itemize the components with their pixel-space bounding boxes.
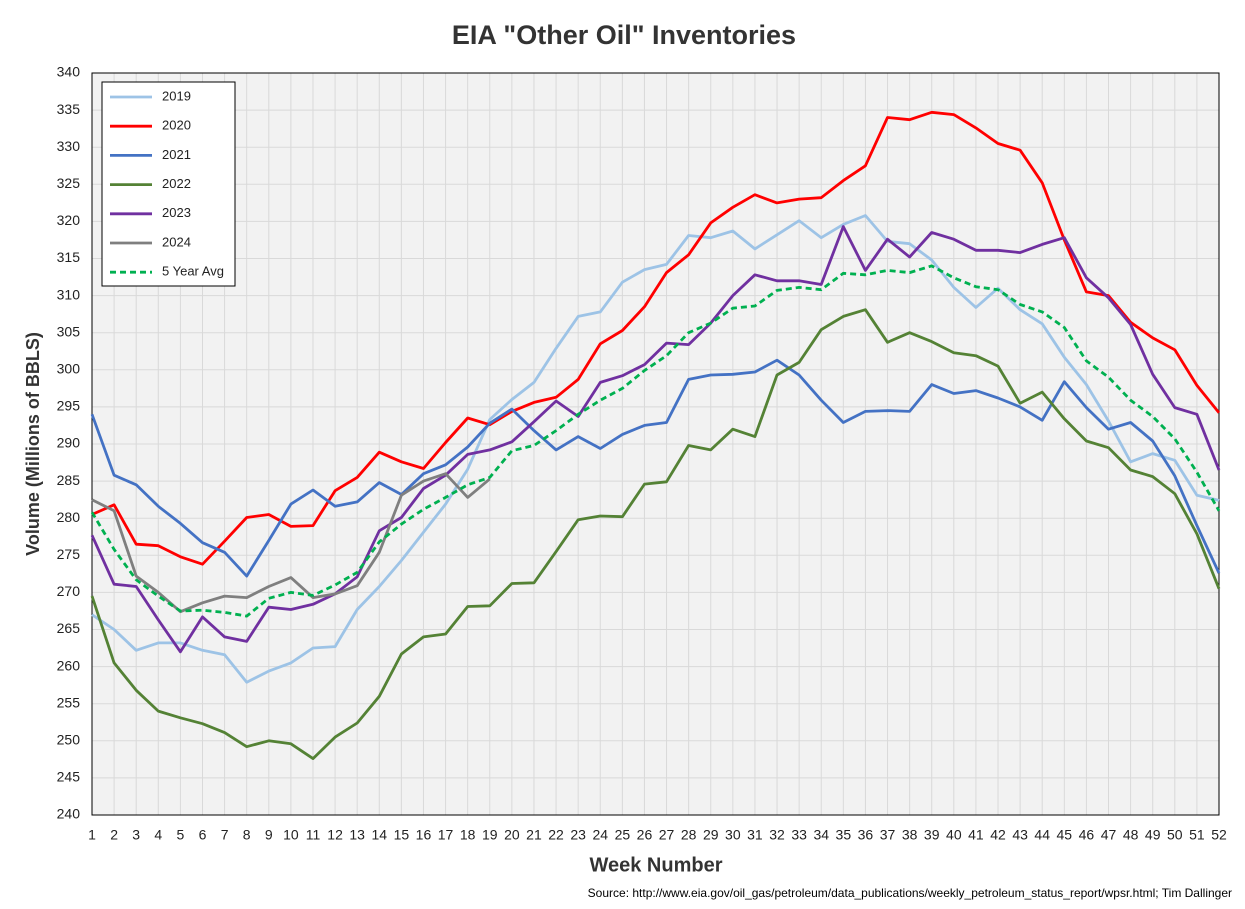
y-tick-label: 295 [57, 398, 81, 414]
y-tick-label: 255 [57, 694, 81, 710]
x-tick-label: 18 [460, 827, 476, 843]
legend-label: 2023 [162, 205, 191, 220]
legend-label: 5 Year Avg [162, 264, 224, 279]
legend: 2019 2020 2021 2022 2023 2024 5 Year Avg [101, 81, 236, 287]
x-tick-label: 45 [1057, 827, 1073, 843]
legend-label: 2022 [162, 176, 191, 191]
x-tick-label: 32 [769, 827, 785, 843]
y-tick-label: 315 [57, 249, 81, 265]
series-line [90, 308, 1221, 760]
y-tick-label: 260 [57, 657, 81, 673]
y-tick-label: 290 [57, 435, 81, 451]
x-tick-label: 12 [327, 827, 343, 843]
x-tick-label: 34 [813, 827, 829, 843]
x-tick-label: 26 [637, 827, 653, 843]
source-note: Source: http://www.eia.gov/oil_gas/petro… [588, 886, 1232, 900]
x-tick-label: 48 [1123, 827, 1139, 843]
legend-label: 2024 [162, 234, 191, 249]
legend-label: 2021 [162, 147, 191, 162]
x-axis-label: Week Number [589, 854, 722, 876]
x-tick-label: 15 [394, 827, 410, 843]
series-line [91, 472, 491, 614]
series-line [91, 214, 1220, 684]
x-tick-label: 35 [836, 827, 852, 843]
x-tick-label: 22 [548, 827, 564, 843]
series-line [90, 358, 1221, 578]
y-tick-label: 340 [57, 64, 81, 80]
y-tick-label: 275 [57, 546, 81, 562]
x-tick-label: 2 [110, 827, 118, 843]
x-tick-label: 40 [946, 827, 962, 843]
x-tick-label: 11 [306, 827, 321, 843]
x-tick-label: 50 [1167, 827, 1183, 843]
x-tick-label: 39 [924, 827, 940, 843]
x-tick-label: 19 [482, 827, 498, 843]
y-tick-label: 335 [57, 101, 81, 117]
x-tick-label: 7 [221, 827, 229, 843]
x-tick-label: 20 [504, 827, 520, 843]
x-tick-label: 33 [791, 827, 807, 843]
legend-label: 2020 [162, 118, 191, 133]
x-tick-label: 42 [990, 827, 1006, 843]
y-tick-label: 240 [57, 806, 81, 822]
legend-label: 2019 [162, 88, 191, 103]
y-tick-label: 330 [57, 138, 81, 154]
x-tick-label: 41 [968, 827, 984, 843]
x-tick-label: 9 [265, 827, 273, 843]
y-tick-label: 325 [57, 175, 81, 191]
x-tick-label: 29 [703, 827, 719, 843]
x-tick-label: 31 [747, 827, 763, 843]
x-tick-label: 44 [1034, 827, 1050, 843]
x-tick-label: 8 [243, 827, 251, 843]
x-tick-label: 36 [858, 827, 874, 843]
y-tick-label: 305 [57, 323, 81, 339]
y-tick-label: 265 [57, 620, 81, 636]
x-tick-label: 14 [371, 827, 387, 843]
x-tick-label: 49 [1145, 827, 1161, 843]
y-tick-label: 320 [57, 212, 81, 228]
x-tick-label: 13 [349, 827, 365, 843]
series-line [90, 264, 1221, 618]
x-tick-label: 51 [1189, 827, 1205, 843]
x-tick-label: 37 [880, 827, 896, 843]
x-tick-label: 23 [570, 827, 586, 843]
x-tick-label: 5 [176, 827, 184, 843]
x-tick-label: 47 [1101, 827, 1117, 843]
x-tick-label: 17 [438, 827, 454, 843]
y-tick-label: 285 [57, 472, 81, 488]
x-tick-label: 21 [526, 827, 542, 843]
y-tick-label: 245 [57, 769, 81, 785]
x-tick-label: 30 [725, 827, 741, 843]
y-tick-label: 310 [57, 286, 81, 302]
x-tick-label: 38 [902, 827, 918, 843]
y-tick-label: 280 [57, 509, 81, 525]
y-tick-label: 270 [57, 583, 81, 599]
x-tick-label: 3 [132, 827, 140, 843]
x-tick-label: 27 [659, 827, 675, 843]
chart-title: EIA "Other Oil" Inventories [452, 20, 796, 50]
x-tick-label: 1 [88, 827, 96, 843]
y-tick-label: 250 [57, 732, 81, 748]
x-tick-label: 52 [1211, 827, 1227, 843]
y-tick-label: 300 [57, 361, 81, 377]
x-tick-label: 16 [416, 827, 432, 843]
x-tick-label: 4 [154, 827, 162, 843]
x-tick-label: 25 [615, 827, 631, 843]
series-line [90, 225, 1221, 654]
x-tick-label: 6 [199, 827, 207, 843]
x-tick-label: 28 [681, 827, 697, 843]
x-tick-label: 24 [592, 827, 608, 843]
x-tick-label: 10 [283, 827, 299, 843]
y-axis-label: Volume (Millions of BBLS) [23, 332, 43, 556]
x-tick-label: 43 [1012, 827, 1028, 843]
x-tick-label: 46 [1079, 827, 1095, 843]
plot-border [91, 72, 1220, 816]
